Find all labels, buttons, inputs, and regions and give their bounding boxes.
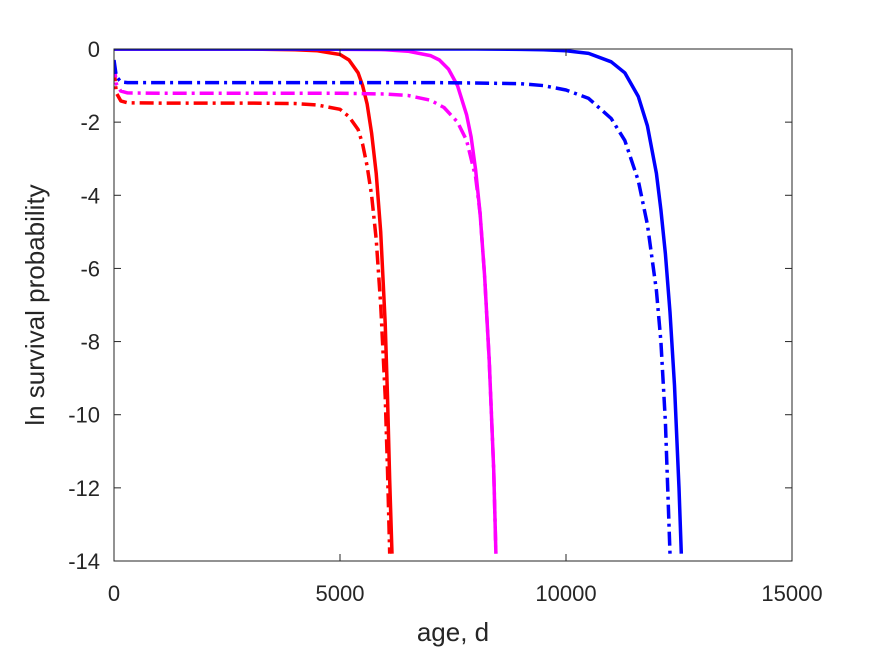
- plot-frame: [113, 48, 793, 562]
- series-line-5: [114, 49, 684, 554]
- y-tick-label: -2: [80, 110, 100, 135]
- y-tick-label: -8: [80, 330, 100, 355]
- series-line-1: [114, 49, 394, 554]
- y-axis-label: ln survival probability: [20, 184, 50, 425]
- y-tick-label: -12: [68, 476, 100, 501]
- x-tick-label: 5000: [316, 581, 365, 606]
- x-axis-label: age, d: [417, 617, 489, 647]
- plot-background: [114, 49, 792, 561]
- tick-layer: 0 5000 10000 15000 -14 -12 -10 -8 -6 -4 -2 0: [68, 37, 822, 606]
- y-tick-label: -14: [68, 549, 100, 574]
- y-tick-label: -4: [80, 183, 100, 208]
- x-tick-label: 10000: [535, 581, 596, 606]
- x-tick-label: 0: [108, 581, 120, 606]
- y-tick-label: -10: [68, 403, 100, 428]
- y-tick-label: -6: [80, 256, 100, 281]
- series-line-2: [114, 67, 392, 554]
- y-tick-label: 0: [88, 37, 100, 62]
- series-line-6: [114, 59, 672, 554]
- series-line-4: [114, 63, 498, 554]
- x-tick-label: 15000: [761, 581, 822, 606]
